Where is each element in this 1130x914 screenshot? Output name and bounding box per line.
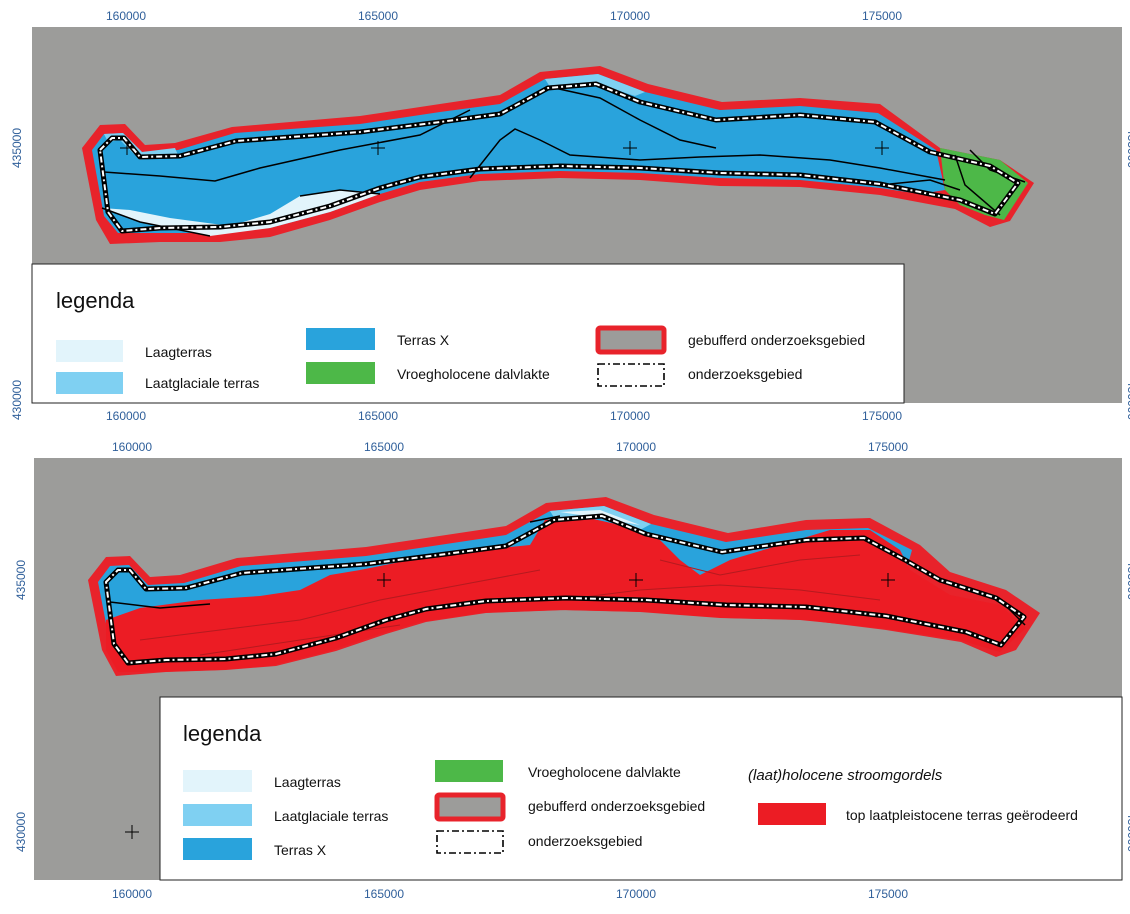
legend-swatch-vroegholoceen	[306, 362, 375, 384]
legend-label: onderzoeksgebied	[688, 366, 802, 382]
unit-boundaries	[139, 554, 881, 656]
legend-swatch-vroegholoceen	[435, 760, 503, 782]
legend-label: gebufferd onderzoeksgebied	[688, 332, 865, 348]
legend-bottom: legenda Laagterras Laatglaciale terras T…	[159, 696, 1123, 881]
legend-label: Vroegholocene dalvlakte	[528, 764, 681, 780]
legend-title: legenda	[183, 721, 262, 746]
laagterras-area	[102, 190, 380, 236]
legend-label: gebufferd onderzoeksgebied	[528, 798, 705, 814]
legend-label: Vroegholocene dalvlakte	[397, 366, 550, 382]
legend-swatch-laatglaciaal	[56, 372, 123, 394]
grid-crosses	[120, 141, 889, 155]
y-tick-left: 430000	[14, 812, 28, 852]
stroomgordel-area	[106, 516, 1026, 672]
legend-label: onderzoeksgebied	[528, 833, 642, 849]
x-tick-bottom: 175000	[862, 409, 902, 423]
map-top: 160000 165000 170000 175000	[10, 9, 1130, 423]
legend-label: Laatglaciale terras	[274, 808, 388, 824]
x-tick-bottom: 170000	[610, 409, 650, 423]
y-tick-right: 430000	[1125, 812, 1130, 852]
x-tick-top: 160000	[106, 9, 146, 23]
legend-swatch-terras-x	[306, 328, 375, 350]
onderzoeksgebied-outline-inner	[105, 515, 1025, 664]
y-tick-left: 435000	[14, 560, 28, 600]
x-tick-bottom: 160000	[112, 887, 152, 901]
legend-swatch-laagterras	[56, 340, 123, 362]
legend-label: Laagterras	[274, 774, 341, 790]
y-tick-right: 430000	[1125, 380, 1130, 420]
legend-label: Laatglaciale terras	[145, 375, 259, 391]
terras-x-area	[92, 74, 945, 233]
x-tick-bottom: 160000	[106, 409, 146, 423]
x-tick-top: 165000	[358, 9, 398, 23]
y-tick-left: 430000	[10, 380, 24, 420]
legend-group-heading: (laat)holocene stroomgordels	[748, 767, 943, 784]
grid-crosses	[125, 573, 895, 839]
x-tick-bottom: 175000	[868, 887, 908, 901]
x-tick-top: 165000	[364, 440, 404, 454]
legend-swatch-stroomgordel	[758, 803, 826, 825]
legend-label: Terras X	[274, 842, 327, 858]
legend-top: legenda Laagterras Laatglaciale terras T…	[31, 263, 905, 404]
legend-swatch-laagterras	[183, 770, 252, 792]
legend-swatch-dashed	[436, 830, 504, 854]
legend-swatch-dashed	[597, 363, 665, 387]
legend-swatch-buffer	[434, 792, 506, 822]
x-tick-top: 170000	[610, 9, 650, 23]
legend-label: Laagterras	[145, 344, 212, 360]
x-tick-top: 175000	[868, 440, 908, 454]
laatglaciale-terras-area	[545, 74, 645, 96]
x-tick-top: 175000	[862, 9, 902, 23]
legend-swatch-terras-x	[183, 838, 252, 860]
legend-swatch-buffer	[595, 325, 667, 355]
x-tick-top: 160000	[112, 440, 152, 454]
legend-label: Terras X	[397, 332, 450, 348]
map-bottom: 160000 165000 170000 175000	[14, 440, 1130, 901]
y-tick-left: 435000	[10, 128, 24, 168]
x-tick-bottom: 165000	[358, 409, 398, 423]
y-tick-right: 435000	[1125, 128, 1130, 168]
legend-swatch-laatglaciaal	[183, 804, 252, 826]
x-tick-bottom: 165000	[364, 887, 404, 901]
x-tick-top: 170000	[616, 440, 656, 454]
x-tick-bottom: 170000	[616, 887, 656, 901]
y-tick-right: 435000	[1125, 560, 1130, 600]
onderzoeksgebied-outline-inner	[99, 83, 1019, 232]
legend-title: legenda	[56, 288, 135, 313]
legend-label: top laatpleistocene terras geërodeerd	[846, 807, 1078, 823]
